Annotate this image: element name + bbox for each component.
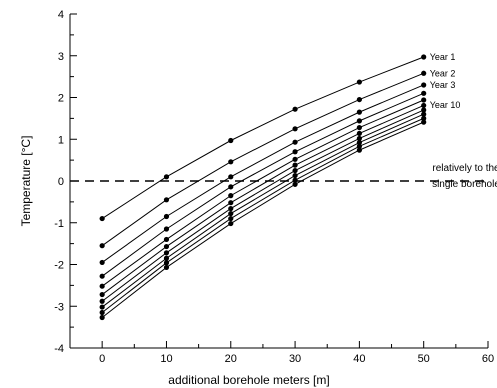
series-line — [101, 56, 424, 219]
series-label: Year 1 — [430, 52, 456, 62]
y-tick-label: 0 — [58, 176, 64, 188]
data-point — [228, 200, 234, 206]
data-point — [99, 314, 105, 321]
data-point — [99, 243, 105, 249]
data-point — [292, 139, 298, 145]
y-tick-label: 1 — [58, 134, 64, 146]
data-point — [356, 135, 362, 142]
ticks: 0 10 20 30 40 50 60 -4 -3 -2 -1 0 1 2 3 4 — [54, 9, 494, 365]
y-tick-label: 3 — [58, 51, 64, 63]
series-line — [101, 92, 424, 277]
series-line — [101, 99, 424, 287]
data-point — [356, 147, 362, 153]
data-point — [421, 70, 427, 76]
data-point — [356, 139, 362, 146]
data-point — [99, 259, 105, 266]
data-point — [163, 260, 170, 266]
data-point — [421, 107, 427, 113]
x-tick-label: 50 — [418, 353, 430, 365]
data-point — [421, 119, 427, 125]
series-line — [101, 117, 424, 313]
series-line — [101, 104, 424, 295]
data-point — [228, 210, 234, 217]
data-point — [163, 197, 170, 203]
series-line — [101, 84, 424, 263]
data-point — [356, 109, 362, 115]
series — [99, 54, 427, 321]
data-point — [356, 96, 362, 103]
data-point — [163, 174, 170, 180]
series-line — [101, 121, 424, 318]
y-tick-label: 4 — [58, 9, 64, 21]
data-point — [228, 205, 234, 212]
x-tick-label: 40 — [353, 353, 365, 365]
y-tick-label: -4 — [54, 343, 64, 355]
data-point — [356, 118, 362, 124]
reference-label-line2: single borehole — [432, 179, 497, 190]
data-point — [292, 126, 298, 132]
data-point — [421, 102, 427, 109]
y-tick-label: -1 — [54, 218, 64, 230]
data-point — [99, 298, 105, 304]
data-point — [228, 174, 234, 180]
data-point — [228, 215, 234, 222]
data-point — [421, 97, 427, 103]
data-point — [163, 264, 170, 271]
y-tick-label: 2 — [58, 93, 64, 105]
x-tick-label: 0 — [99, 353, 105, 365]
data-point — [99, 273, 105, 279]
data-point — [292, 167, 298, 174]
data-point — [163, 213, 170, 220]
y-axis-title: Temperature [°C] — [19, 136, 33, 227]
data-point — [292, 156, 298, 162]
series-line — [101, 109, 424, 302]
x-tick-label: 60 — [482, 353, 494, 365]
data-point — [99, 304, 105, 310]
series-line — [101, 72, 424, 247]
data-point — [421, 90, 427, 96]
x-tick-label: 30 — [289, 353, 301, 365]
series-label: Year 2 — [430, 68, 456, 78]
data-point — [99, 215, 105, 222]
data-point — [99, 283, 105, 289]
data-point — [421, 54, 427, 60]
data-point — [99, 291, 105, 298]
data-point — [163, 236, 170, 243]
data-point — [356, 130, 362, 137]
data-point — [356, 143, 362, 149]
data-point — [228, 220, 234, 227]
reference-line-group: relatively to the single borehole — [70, 163, 497, 190]
x-axis-title: additional borehole meters [m] — [168, 373, 329, 387]
data-point — [356, 124, 362, 131]
data-point — [228, 159, 234, 165]
data-point — [292, 162, 298, 168]
data-point — [356, 79, 362, 85]
x-tick-label: 20 — [225, 353, 237, 365]
series-label: Year 3 — [430, 80, 456, 90]
reference-label-line1: relatively to the — [432, 163, 497, 174]
series-line — [101, 113, 424, 308]
y-tick-label: -2 — [54, 260, 64, 272]
data-point — [292, 181, 298, 187]
data-point — [228, 193, 234, 199]
data-point — [163, 226, 170, 232]
data-point — [421, 111, 427, 117]
data-point — [163, 255, 170, 261]
series-label: Year 10 — [430, 100, 461, 110]
data-point — [292, 106, 298, 112]
data-point — [163, 250, 170, 256]
data-point — [228, 137, 234, 144]
data-point — [163, 243, 170, 250]
data-point — [292, 149, 298, 155]
data-point — [421, 82, 427, 88]
y-tick-label: -3 — [54, 301, 64, 313]
data-point — [421, 115, 427, 121]
x-tick-label: 10 — [160, 353, 172, 365]
data-point — [99, 309, 105, 316]
data-point — [292, 172, 298, 179]
data-point — [228, 184, 234, 190]
labels: additional borehole meters [m] Temperatur… — [19, 52, 460, 387]
